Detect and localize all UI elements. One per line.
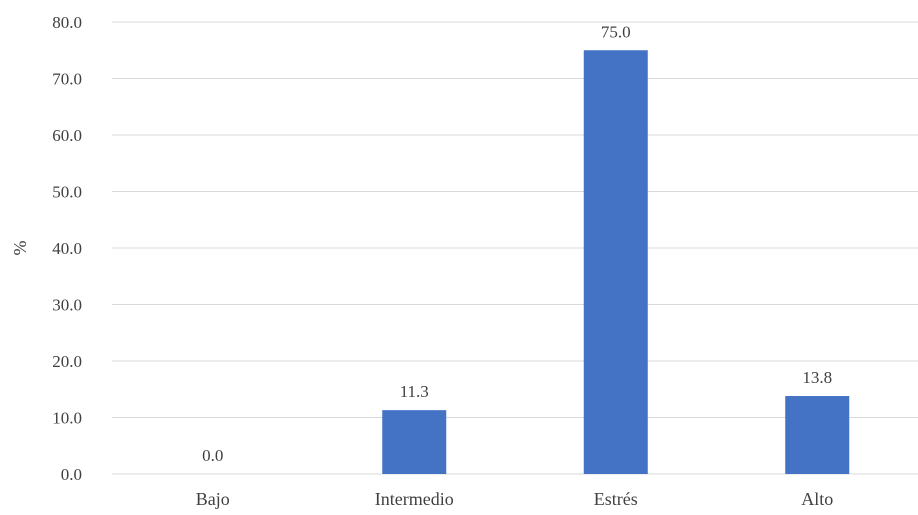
x-category-label: Estrés	[594, 489, 638, 509]
y-tick-label: 60.0	[52, 126, 82, 145]
y-tick-label: 70.0	[52, 70, 82, 89]
y-tick-label: 10.0	[52, 409, 82, 428]
bar-alto	[785, 396, 850, 474]
data-labels: 0.0 11.3 75.0 13.8	[202, 22, 832, 465]
y-tick-label: 30.0	[52, 296, 82, 315]
y-tick-label: 50.0	[52, 183, 82, 202]
x-category-label: Bajo	[196, 489, 230, 509]
data-label: 75.0	[601, 22, 631, 41]
gridlines	[112, 21, 918, 475]
x-category-label: Alto	[801, 489, 833, 509]
y-tick-label: 40.0	[52, 239, 82, 258]
data-label: 13.8	[802, 368, 832, 387]
y-tick-label: 20.0	[52, 352, 82, 371]
bars	[382, 50, 850, 474]
y-axis-title: %	[10, 241, 30, 256]
bar-estres	[583, 50, 648, 474]
y-tick-label: 80.0	[52, 13, 82, 32]
data-label: 11.3	[400, 382, 429, 401]
bar-intermedio	[382, 410, 447, 474]
x-category-label: Intermedio	[375, 489, 454, 509]
y-tick-label: 0.0	[61, 465, 82, 484]
x-axis-labels: Bajo Intermedio Estrés Alto	[196, 489, 834, 509]
data-label: 0.0	[202, 446, 223, 465]
y-axis-ticks: 0.0 10.0 20.0 30.0 40.0 50.0 60.0 70.0 80.0	[52, 13, 82, 484]
